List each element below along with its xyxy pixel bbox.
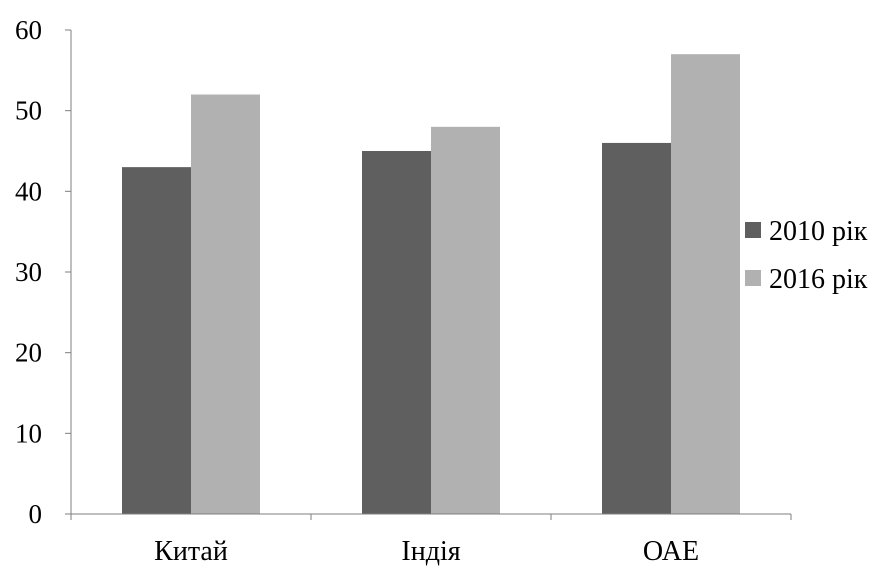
bar <box>431 126 500 515</box>
y-tick-label: 20 <box>15 338 42 368</box>
y-tick-label: 10 <box>15 418 42 448</box>
bar <box>362 151 431 514</box>
y-axis: 0 10 20 30 40 50 60 <box>15 15 72 529</box>
legend-label: 2016 рік <box>769 264 868 295</box>
y-tick-label: 60 <box>15 15 42 45</box>
y-tick-label: 0 <box>29 499 43 529</box>
legend-swatch <box>745 222 761 238</box>
bar <box>602 142 671 514</box>
bar <box>122 167 191 514</box>
bar <box>191 94 260 515</box>
y-tick-label: 40 <box>15 176 42 206</box>
bar <box>671 54 740 514</box>
x-axis: Китай Індія ОАЕ <box>70 513 792 567</box>
x-category-label: Китай <box>154 536 228 567</box>
legend: 2010 рік 2016 рік <box>745 216 868 295</box>
y-tick-label: 50 <box>15 96 42 126</box>
bars <box>122 54 740 515</box>
legend-label: 2010 рік <box>769 216 868 247</box>
x-category-label: Індія <box>401 536 460 567</box>
y-tick-label: 30 <box>15 257 42 287</box>
x-category-label: ОАЕ <box>643 536 699 567</box>
legend-swatch <box>745 270 761 286</box>
